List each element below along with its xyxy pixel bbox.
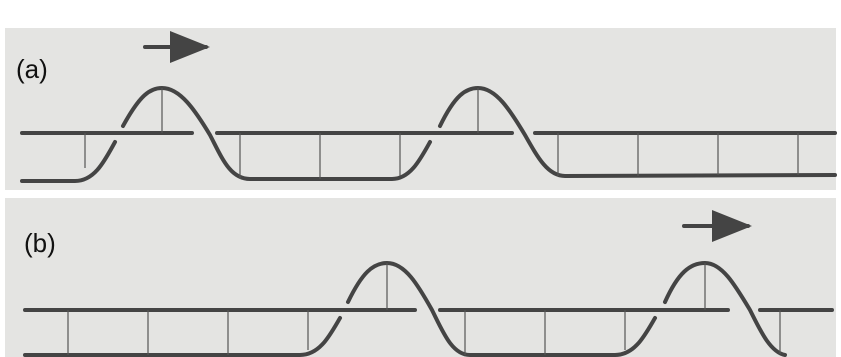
panel-background bbox=[5, 28, 836, 190]
diagram: (a) (b) bbox=[0, 0, 841, 357]
panel-b: (b) bbox=[5, 198, 836, 357]
panel-a: (a) bbox=[5, 28, 836, 190]
panel-label: (b) bbox=[24, 228, 56, 258]
panel-label: (a) bbox=[16, 54, 48, 84]
panel-background bbox=[5, 198, 836, 357]
